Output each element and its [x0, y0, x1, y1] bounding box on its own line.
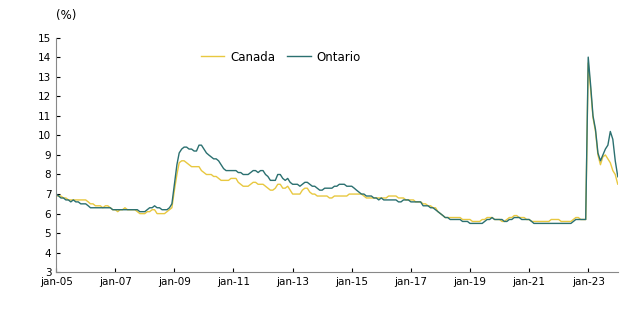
Line: Canada: Canada [56, 63, 624, 233]
Line: Ontario: Ontario [56, 57, 624, 231]
Text: (%): (%) [56, 9, 77, 23]
Legend: Canada, Ontario: Canada, Ontario [196, 46, 366, 68]
